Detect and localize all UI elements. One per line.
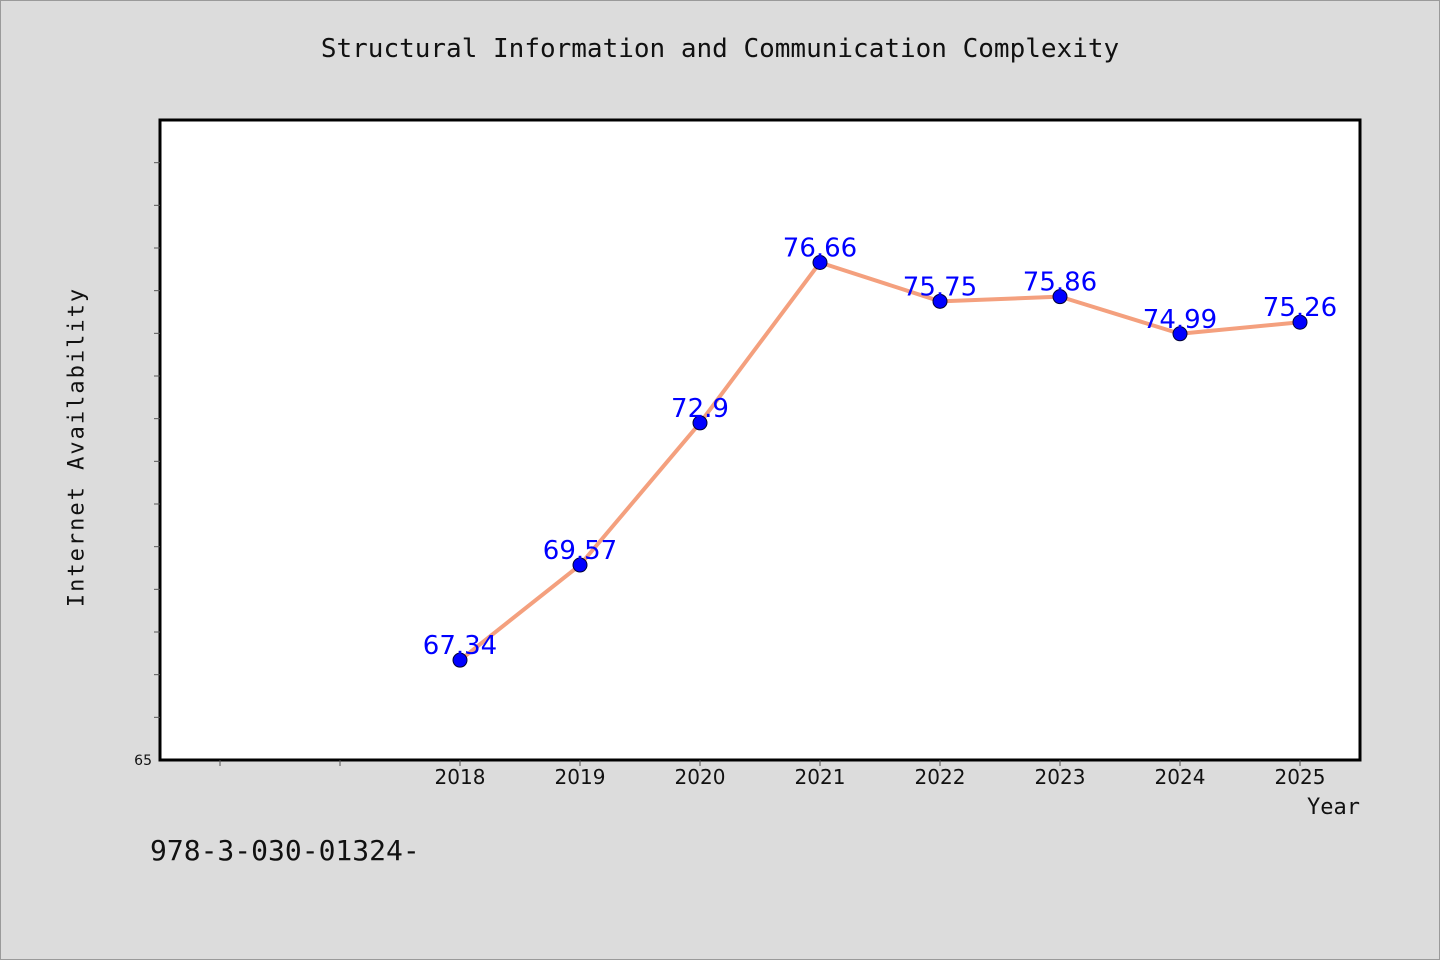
x-axis-label: Year [1307,795,1360,820]
x-tick-label: 2019 [555,765,606,789]
data-label: 67.34 [423,631,497,661]
data-point [1172,326,1188,342]
x-tick-label: 2018 [435,765,486,789]
x-tick-label: 2025 [1275,765,1326,789]
data-point [932,293,948,309]
plot-area [158,118,1362,762]
y-axis-label: Internet Availability [64,286,90,608]
series-line [458,260,1302,663]
footer-code: 978-3-030-01324- [150,834,420,867]
data-point [692,415,708,431]
y-tick-label: 65 [134,753,152,769]
x-tick-label: 2024 [1155,765,1206,789]
x-tick-label: 2023 [1035,765,1086,789]
chart-title: Structural Information and Communication… [320,34,1120,64]
data-label: 75.86 [1023,268,1097,298]
data-point [1052,289,1068,305]
data-label: 75.75 [903,272,977,302]
x-tick-label: 2022 [915,765,966,789]
x-tick-label: 2021 [795,765,846,789]
data-label: 74.99 [1143,305,1217,335]
data-point [572,557,588,573]
data-label: 75.26 [1263,293,1337,323]
x-tick-label: 2020 [675,765,726,789]
data-point [1292,314,1308,330]
data-label: 72.9 [671,394,729,424]
data-label: 76.66 [783,234,857,264]
data-point [812,255,828,271]
data-label: 69.57 [543,536,617,566]
data-point [452,652,468,668]
